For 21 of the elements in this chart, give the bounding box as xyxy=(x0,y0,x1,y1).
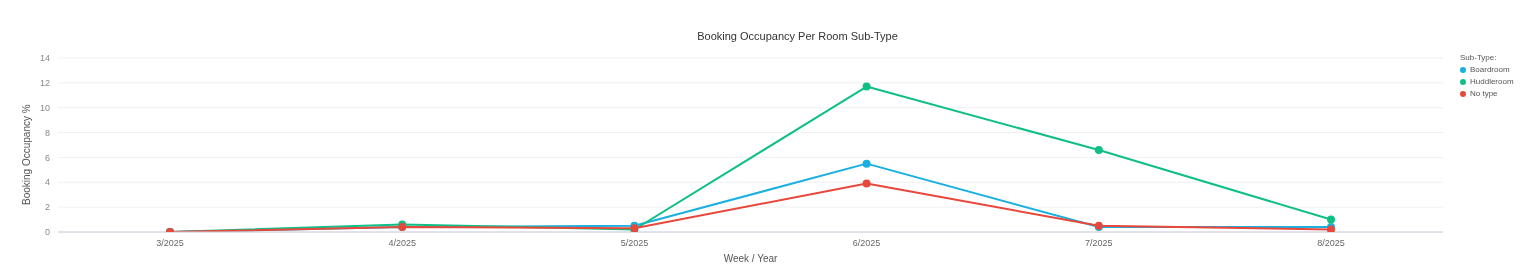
legend-label: No type xyxy=(1469,89,1499,98)
y-tick-label: 10 xyxy=(39,102,50,113)
x-tick-label: 3/2025 xyxy=(156,238,184,249)
legend-label: Huddleroom xyxy=(1469,77,1514,86)
chart-title: Booking Occupancy Per Room Sub-Type xyxy=(696,30,899,42)
x-tick-label: 4/2025 xyxy=(388,238,416,249)
x-tick-label: 7/2025 xyxy=(1085,238,1113,249)
y-tick-label: 8 xyxy=(44,127,50,138)
legend-title: Sub-Type: xyxy=(1460,53,1498,62)
y-tick-label: 4 xyxy=(44,177,50,188)
legend-label: Boardroom xyxy=(1469,65,1511,74)
y-tick-label: 0 xyxy=(44,227,50,238)
y-axis-title: Booking Occupancy % xyxy=(20,104,32,205)
x-axis-title: Week / Year xyxy=(723,253,779,264)
y-tick-label: 2 xyxy=(44,202,50,213)
x-tick-label: 6/2025 xyxy=(852,238,881,249)
y-tick-label: 14 xyxy=(39,53,50,64)
y-tick-label: 12 xyxy=(39,78,50,89)
x-tick-label: 5/2025 xyxy=(620,238,649,249)
y-tick-label: 6 xyxy=(44,152,50,163)
x-tick-label: 8/2025 xyxy=(1317,238,1345,249)
